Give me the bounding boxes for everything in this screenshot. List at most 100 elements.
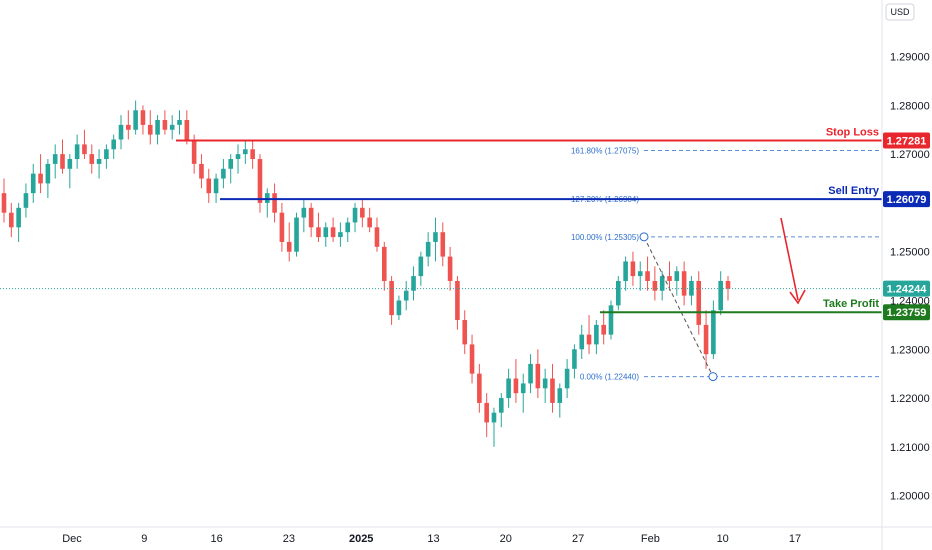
candle-body [147, 124, 153, 135]
candle [440, 222, 446, 267]
candle [469, 334, 475, 384]
candle-body [82, 144, 87, 155]
y-tick-label: 1.23000 [890, 344, 930, 356]
candle [498, 393, 504, 428]
candle-body [60, 154, 65, 169]
fib-swing-line [643, 236, 714, 377]
candle [411, 266, 416, 301]
candle-body [38, 173, 43, 184]
candle-body [228, 159, 234, 169]
candle-body [23, 193, 29, 208]
candle-body [696, 280, 702, 325]
candle [133, 100, 138, 135]
candle-layer [1, 100, 731, 447]
candle-body [645, 271, 650, 281]
candle [637, 261, 643, 291]
candle [177, 110, 182, 135]
candle [491, 407, 497, 447]
candle [579, 324, 585, 360]
candle [264, 188, 270, 218]
candle [520, 373, 526, 413]
bearish-arrow-head [789, 289, 806, 305]
y-tick-label: 1.22000 [890, 393, 930, 405]
candle-body [184, 120, 190, 140]
candle-body [345, 222, 351, 233]
candle-body [257, 159, 263, 203]
candle-body [162, 120, 168, 130]
candle [725, 276, 731, 301]
candle-body [316, 227, 321, 238]
candle-body [45, 163, 51, 184]
candle-body [133, 110, 138, 130]
candle-body [425, 241, 431, 257]
candle-body [594, 324, 599, 345]
candle-body [243, 149, 248, 155]
candle [294, 212, 299, 257]
candle-body [711, 310, 716, 355]
fib-label: 0.00% (1.22440) [580, 373, 639, 382]
current-price-badge [883, 280, 930, 297]
candle [118, 115, 124, 150]
candle-body [652, 280, 658, 291]
candle-body [550, 378, 555, 403]
candle-body [506, 378, 511, 399]
candle-body [191, 139, 197, 164]
candle-body [542, 378, 548, 389]
candle [477, 363, 482, 413]
x-tick-label: 16 [210, 533, 222, 545]
x-tick-label: 20 [500, 533, 512, 545]
candle-body [367, 217, 372, 228]
candle-body [206, 178, 212, 194]
fib-level: 100.00% (1.25305) [571, 233, 882, 242]
x-tick-label: 23 [283, 533, 295, 545]
candle [147, 110, 153, 145]
candle [323, 222, 329, 247]
level-price-text: 1.23759 [887, 307, 927, 319]
candle-body [111, 139, 116, 150]
candle [418, 251, 424, 286]
candle-body [579, 334, 585, 350]
candle [221, 159, 226, 189]
candle-body [498, 398, 504, 413]
candle-body [16, 207, 21, 228]
level-price-badge [883, 132, 930, 149]
candle-body [447, 256, 453, 281]
candle [367, 207, 372, 233]
candle [228, 154, 234, 184]
fib-anchor-low[interactable] [708, 372, 718, 382]
candle [257, 154, 263, 213]
candle-body [718, 280, 723, 311]
candle [623, 256, 628, 291]
y-tick-label: 1.27000 [890, 149, 930, 161]
candle [703, 310, 709, 369]
candle [82, 129, 87, 160]
candle-body [308, 207, 314, 228]
candle [38, 154, 43, 194]
fib-anchor-high[interactable] [639, 232, 649, 242]
level-label: Stop Loss [826, 126, 879, 138]
candle-body [286, 241, 292, 252]
level-stop-loss: Stop Loss 1.27281 [176, 126, 930, 149]
candle-body [213, 178, 219, 194]
candle-body [169, 124, 175, 130]
candle [330, 217, 336, 242]
candle-body [126, 124, 131, 130]
candle-body [637, 271, 643, 277]
candle [23, 183, 29, 218]
candle [301, 198, 307, 233]
candle-body [52, 154, 58, 164]
candle [455, 276, 460, 330]
x-tick-label: Dec [62, 533, 82, 545]
candle [374, 217, 380, 252]
candle [557, 383, 563, 418]
candle-body [411, 276, 416, 291]
candle-body [264, 193, 270, 203]
candle-body [352, 207, 358, 223]
currency-badge[interactable] [885, 3, 915, 21]
candle [74, 134, 80, 169]
candle [338, 222, 343, 247]
candle [711, 300, 716, 360]
level-take-profit: Take Profit 1.23759 [600, 298, 930, 321]
